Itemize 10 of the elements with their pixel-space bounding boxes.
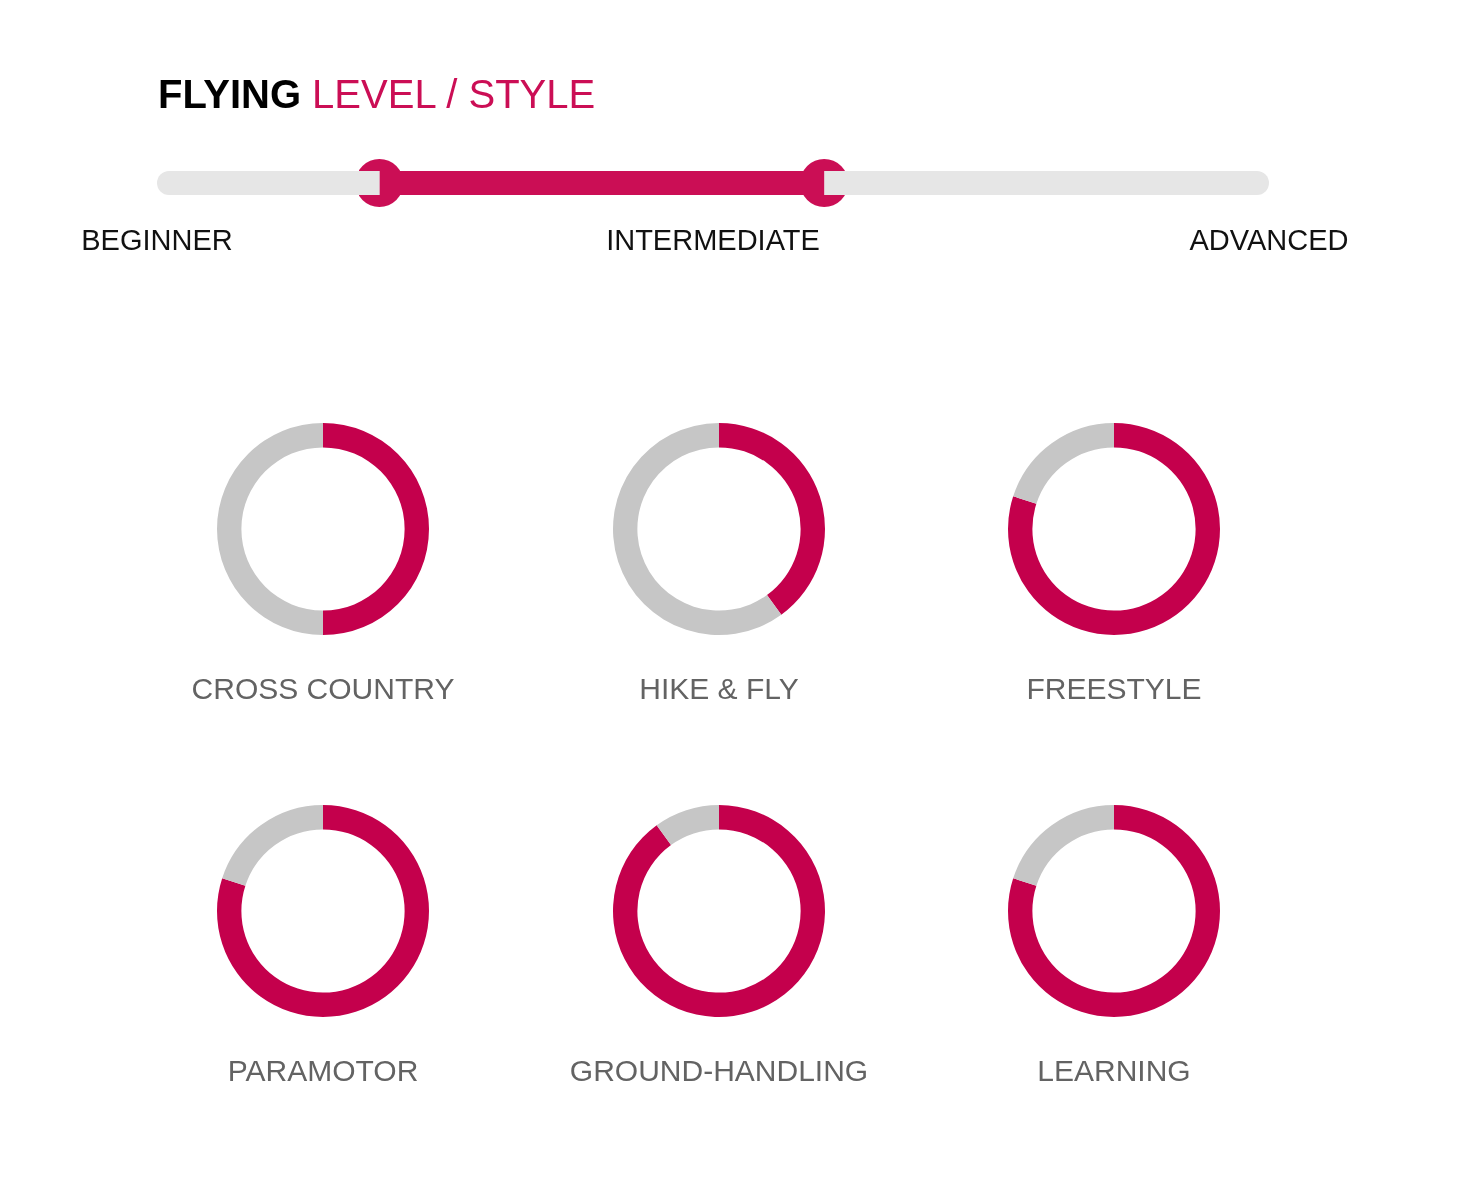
text: LEARNING — [1037, 1054, 1191, 1087]
text: GROUND-HANDLING — [569, 1054, 868, 1087]
text: CROSS COUNTRY — [191, 672, 455, 705]
text: INTERMEDIATE — [606, 224, 820, 256]
chart-title: FLYING LEVEL / STYLE — [158, 72, 596, 116]
text: FREESTYLE — [1026, 672, 1202, 705]
text: BEGINNER — [81, 224, 233, 256]
text: HIKE & FLY — [638, 672, 799, 705]
text: ADVANCED — [1189, 224, 1349, 256]
text: PARAMOTOR — [227, 1054, 419, 1087]
